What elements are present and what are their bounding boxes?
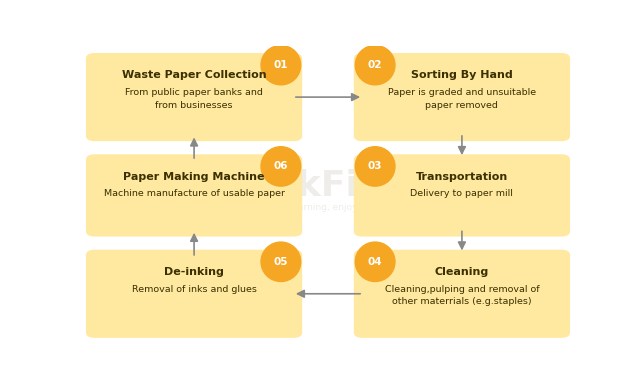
Text: Cleaning,pulping and removal of
other materrials (e.g.staples): Cleaning,pulping and removal of other ma… — [385, 285, 540, 307]
Text: Paper is graded and unsuitable
paper removed: Paper is graded and unsuitable paper rem… — [388, 88, 536, 110]
Ellipse shape — [261, 147, 301, 186]
FancyBboxPatch shape — [86, 154, 302, 236]
Ellipse shape — [355, 147, 395, 186]
Text: Waste Paper Collection: Waste Paper Collection — [122, 70, 266, 80]
Text: De-inking: De-inking — [164, 267, 224, 277]
Text: Machine manufacture of usable paper: Machine manufacture of usable paper — [104, 190, 285, 199]
Text: 03: 03 — [368, 161, 382, 171]
Text: Sorting By Hand: Sorting By Hand — [411, 70, 513, 80]
Text: Cleaning: Cleaning — [435, 267, 489, 277]
Ellipse shape — [261, 242, 301, 281]
Ellipse shape — [355, 45, 395, 85]
Text: 02: 02 — [368, 60, 382, 70]
Ellipse shape — [355, 242, 395, 281]
Text: TalkFirst: TalkFirst — [241, 168, 415, 202]
Text: 01: 01 — [274, 60, 288, 70]
Text: Paper Making Machine: Paper Making Machine — [124, 171, 265, 182]
Text: 04: 04 — [368, 257, 383, 267]
FancyBboxPatch shape — [354, 250, 570, 338]
Text: Transportation: Transportation — [416, 171, 508, 182]
Text: Removal of inks and glues: Removal of inks and glues — [132, 285, 257, 294]
FancyBboxPatch shape — [86, 250, 302, 338]
Text: From public paper banks and
from businesses: From public paper banks and from busines… — [125, 88, 263, 110]
Ellipse shape — [261, 45, 301, 85]
Text: Delivery to paper mill: Delivery to paper mill — [410, 190, 513, 199]
FancyBboxPatch shape — [354, 154, 570, 236]
FancyBboxPatch shape — [354, 53, 570, 141]
Text: 06: 06 — [274, 161, 288, 171]
Text: Enjoy learning, enjoy English: Enjoy learning, enjoy English — [262, 203, 394, 212]
FancyBboxPatch shape — [86, 53, 302, 141]
Text: 05: 05 — [274, 257, 288, 267]
